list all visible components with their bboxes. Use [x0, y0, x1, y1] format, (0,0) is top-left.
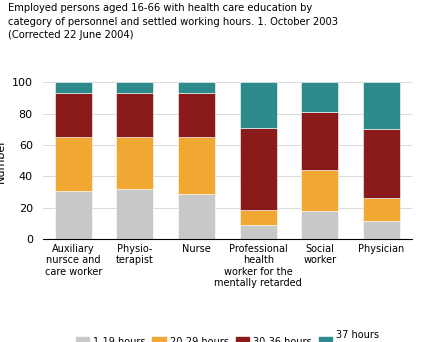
- Bar: [55, 137, 92, 190]
- Bar: [363, 82, 400, 129]
- Bar: [178, 137, 215, 194]
- Bar: [55, 93, 92, 137]
- Bar: [363, 129, 400, 198]
- Bar: [240, 225, 277, 239]
- Bar: [240, 128, 277, 210]
- Bar: [178, 93, 215, 137]
- Bar: [240, 82, 277, 128]
- Bar: [116, 93, 153, 137]
- Legend: 1-19 hours, 20-29 hours, 30-36 hours, 37 hours
and over: 1-19 hours, 20-29 hours, 30-36 hours, 37…: [72, 326, 383, 342]
- Bar: [55, 82, 92, 93]
- Bar: [116, 82, 153, 93]
- Bar: [301, 82, 338, 112]
- Bar: [116, 189, 153, 239]
- Bar: [363, 198, 400, 221]
- Bar: [55, 190, 92, 239]
- Bar: [178, 194, 215, 239]
- Bar: [116, 137, 153, 189]
- Text: Employed persons aged 16-66 with health care education by
category of personnel : Employed persons aged 16-66 with health …: [8, 3, 338, 40]
- Bar: [178, 82, 215, 93]
- Bar: [240, 210, 277, 225]
- Bar: [301, 112, 338, 170]
- Bar: [301, 211, 338, 239]
- Bar: [363, 221, 400, 239]
- Bar: [301, 170, 338, 211]
- Y-axis label: Number: Number: [0, 138, 6, 183]
